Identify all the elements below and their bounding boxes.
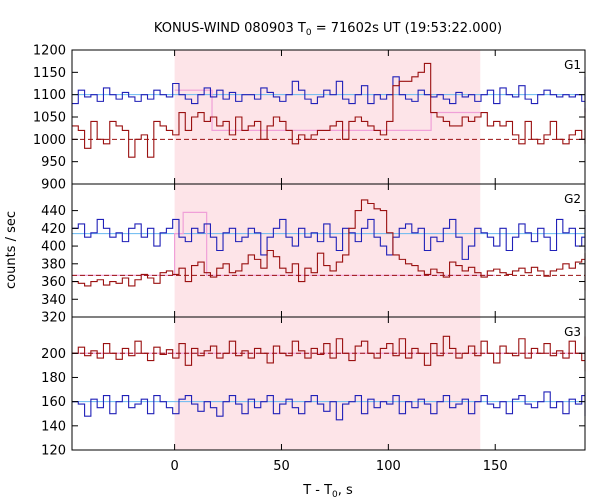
y-tick-label: 900 <box>41 178 66 193</box>
x-tick-label: 150 <box>483 459 508 474</box>
y-tick-label: 440 <box>41 204 66 219</box>
highlight-interval <box>174 50 481 184</box>
y-tick-label: 1000 <box>33 133 66 148</box>
x-tick-label: 100 <box>376 459 401 474</box>
panel-label-g3: G3 <box>564 325 581 339</box>
y-tick-label: 320 <box>41 311 66 326</box>
y-tick-label: 340 <box>41 293 66 308</box>
y-axis-label: counts / sec <box>4 211 19 289</box>
panel-g1: 900 950 1000 1050 1100 1150 1200 G1 <box>33 44 586 193</box>
panel-label-g2: G2 <box>564 192 581 206</box>
panel-g3: 120 140 160 180 200 G3 <box>41 316 586 459</box>
panels-group: 90095010001050110011501200G1320340360380… <box>33 44 586 474</box>
panel-g2: 320 340 360 380 400 420 440 G2 <box>41 183 586 326</box>
y-tick-label: 1150 <box>33 66 66 81</box>
x-tick-label: 0 <box>170 459 178 474</box>
x-tick-label: 50 <box>273 459 290 474</box>
panel-frame <box>71 316 586 451</box>
pink-model-curve <box>72 211 496 276</box>
y-tick-label: 950 <box>41 155 66 170</box>
panel-label-g1: G1 <box>564 58 581 72</box>
y-tick-label: 1050 <box>33 111 66 126</box>
y-tick-label: 120 <box>41 444 66 459</box>
y-tick-label: 400 <box>41 240 66 255</box>
chart-title: KONUS-WIND 080903 T0 = 71602s UT (19:53:… <box>154 21 502 38</box>
y-tick-label: 380 <box>41 257 66 272</box>
y-tick-label: 200 <box>41 347 66 362</box>
y-tick-label: 1100 <box>33 88 66 103</box>
x-axis-label: T - T0, s <box>302 483 353 500</box>
y-tick-label: 140 <box>41 419 66 434</box>
y-tick-label: 1200 <box>33 44 66 59</box>
y-tick-label: 160 <box>41 395 66 410</box>
y-tick-label: 360 <box>41 275 66 290</box>
y-tick-label: 420 <box>41 222 66 237</box>
y-tick-label: 180 <box>41 371 66 386</box>
highlight-interval <box>174 317 481 450</box>
